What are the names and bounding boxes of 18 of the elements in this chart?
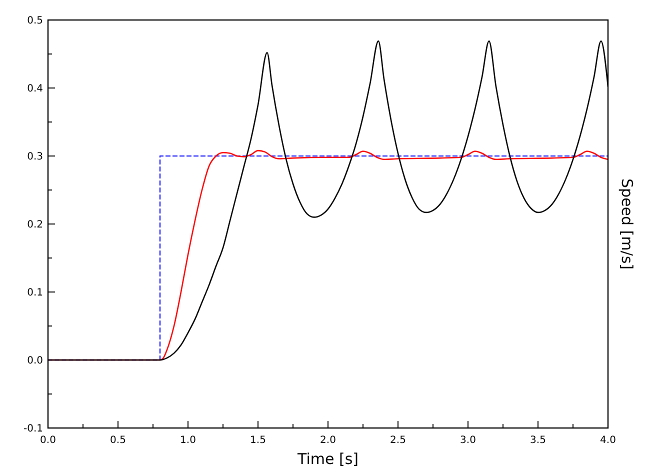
x-tick-label: 1.0 [180,435,196,446]
x-tick-label: 0.5 [110,435,126,446]
y-tick-label: 0.4 [27,84,43,94]
x-tick-label: 4.0 [600,435,616,446]
x-tick-label: 3.5 [530,435,546,446]
y-tick-label: 0.0 [27,356,43,366]
y-tick-label: 0.2 [27,220,43,230]
x-tick-label: 0.0 [40,435,56,446]
x-tick-label: 3.0 [460,435,476,446]
y-tick-label: 0.5 [27,16,43,26]
y-tick-label: -0.1 [23,424,43,434]
x-axis-title: Time [s] [296,450,358,468]
x-tick-label: 1.5 [250,435,266,446]
y-tick-label: 0.3 [27,152,43,162]
y-axis-title: Speed [m/s] [618,178,636,270]
x-tick-label: 2.5 [390,435,406,446]
x-tick-label: 2.0 [320,435,336,446]
y-tick-label: 0.1 [27,288,43,298]
